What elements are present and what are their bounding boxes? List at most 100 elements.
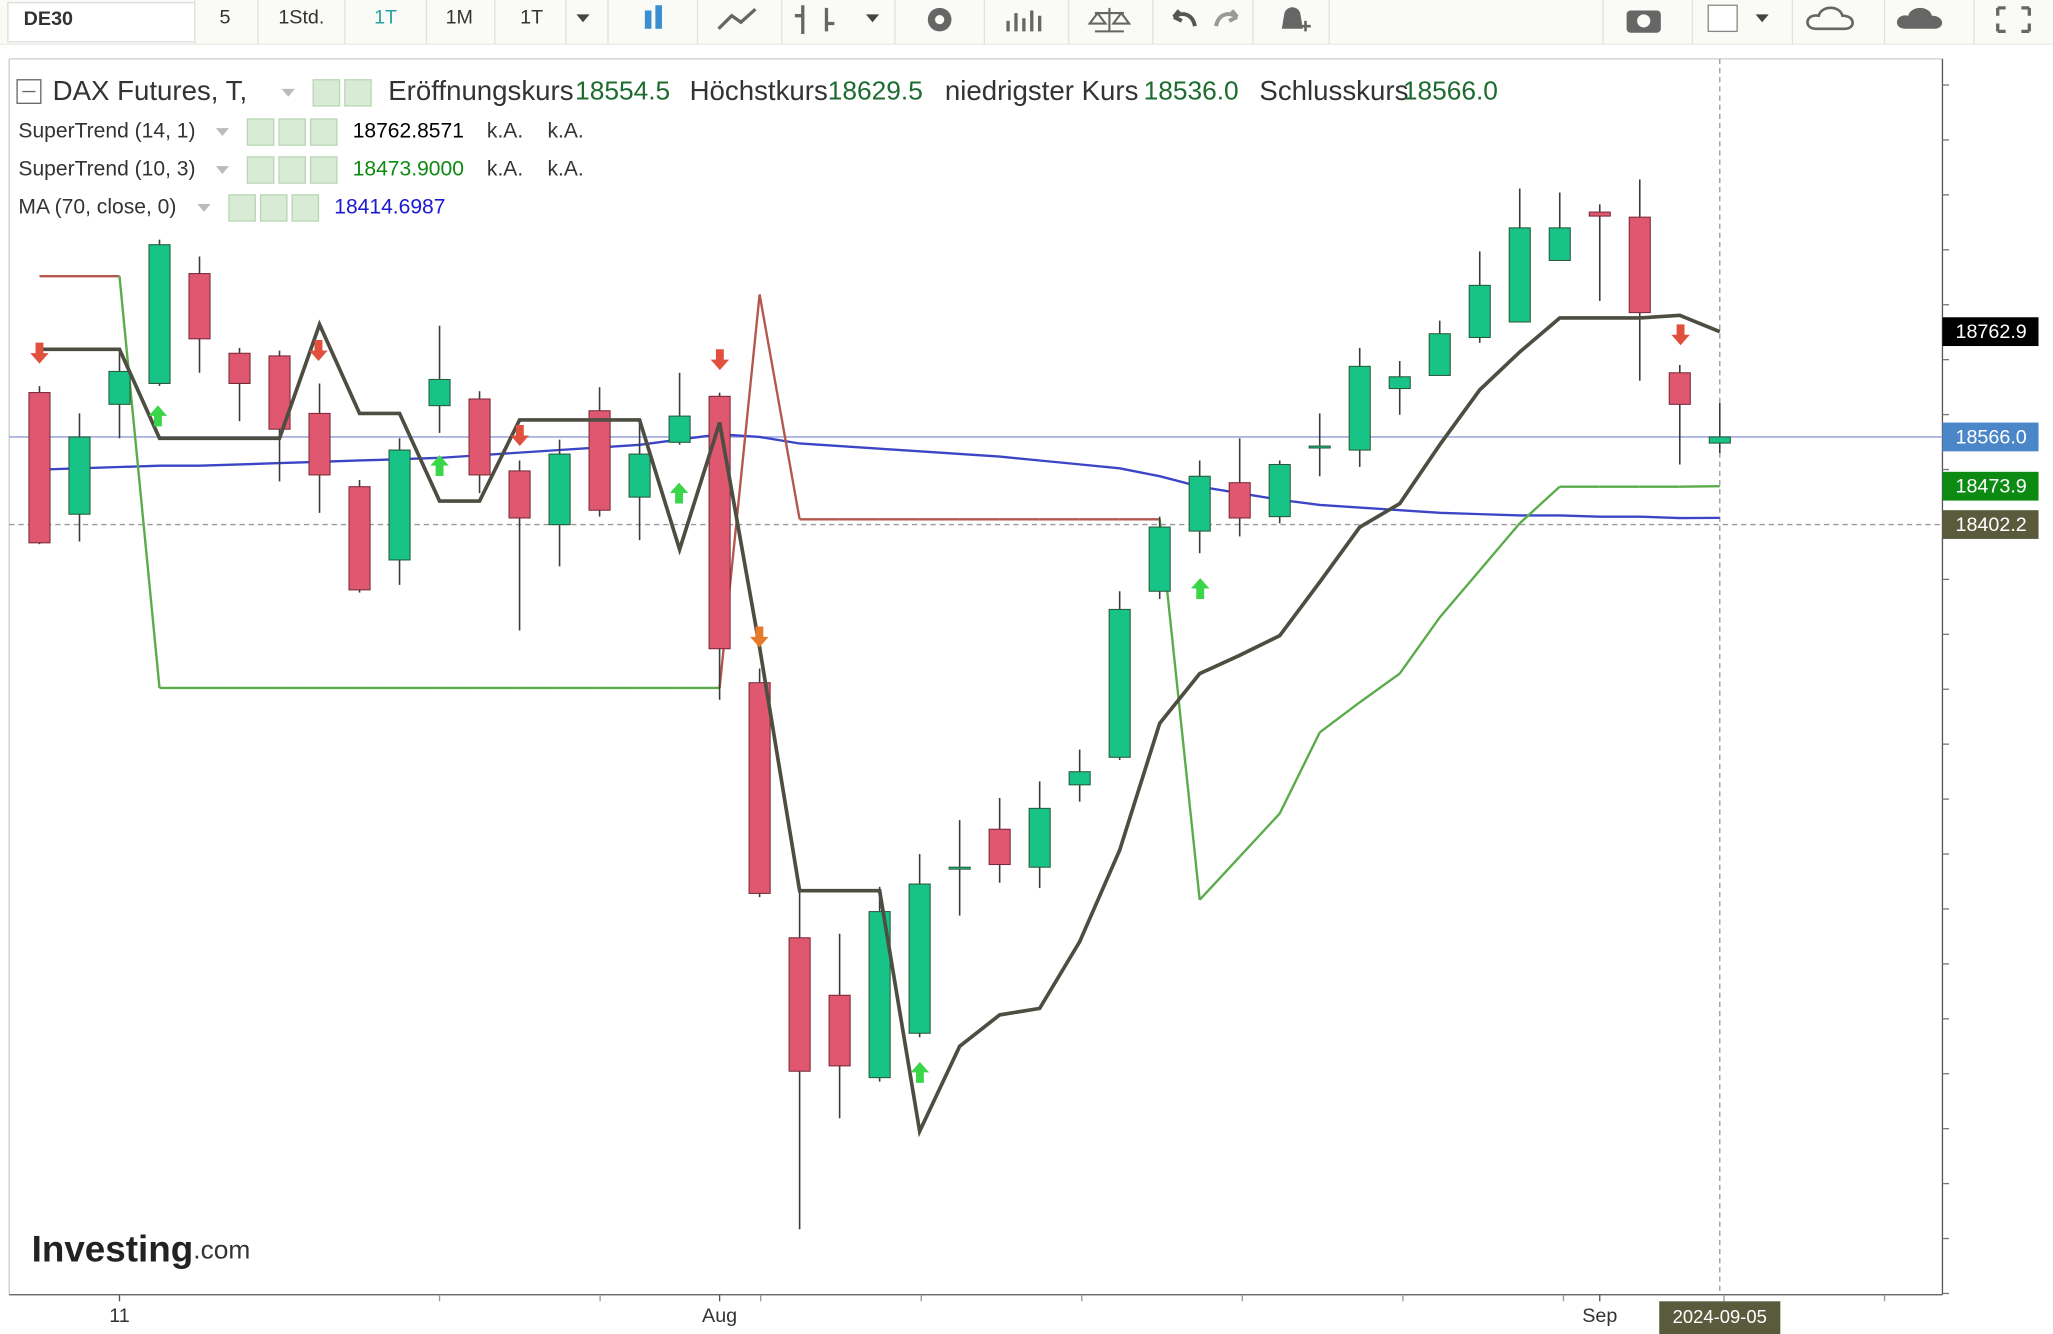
candle-body (1228, 482, 1251, 519)
interval-button[interactable]: 1M (446, 7, 473, 29)
candle-body (908, 883, 931, 1034)
legend-value: 18629.5 (828, 76, 923, 106)
candle-body (1668, 372, 1691, 405)
settings-icon[interactable] (259, 194, 288, 222)
dropdown-icon[interactable] (281, 88, 295, 97)
indicator-extra: k.A. (547, 120, 583, 143)
interval-button[interactable]: 5 (220, 7, 231, 29)
candle-body (348, 486, 371, 591)
candle-body (1028, 807, 1051, 868)
toolbar-separators (194, 0, 1975, 45)
remove-icon[interactable] (291, 194, 320, 222)
indicator-line-segment (118, 276, 161, 689)
candle-body (668, 415, 691, 443)
crosshair-y-label-bg (1942, 510, 2039, 539)
candle-body (1388, 376, 1411, 390)
indicator-line-segment (1238, 812, 1281, 858)
indicator-line-segment (1198, 855, 1241, 901)
x-tick-label: 11 (109, 1305, 129, 1327)
legend-value: 18554.5 (575, 76, 670, 106)
settings-icon[interactable] (344, 79, 372, 107)
indicator-line-segment (1398, 616, 1441, 675)
chart-background (0, 44, 2053, 1334)
legend-value: 18566.0 (1403, 76, 1498, 106)
indicator-extra: k.A. (487, 158, 523, 181)
x-tick-label: Sep (1582, 1305, 1617, 1327)
logo-brand: Investing (32, 1228, 194, 1269)
remove-icon[interactable] (309, 118, 338, 146)
indicator-line-segment (1438, 569, 1481, 619)
candle-body (28, 392, 51, 544)
signal-arrow (148, 405, 168, 427)
x-tick-label: Aug (702, 1305, 737, 1327)
candle-body (748, 682, 771, 894)
signal-arrow (750, 626, 769, 648)
price-label: 18566.0 (1956, 427, 2027, 449)
indicator-line (39, 313, 1721, 1138)
indicator-extra: k.A. (487, 120, 523, 143)
symbol-input[interactable] (7, 1, 196, 43)
candle-body (508, 470, 531, 519)
indicator-line-segment (758, 294, 801, 520)
crosshair-x-label-bg (1659, 1301, 1781, 1334)
candle-body (1468, 284, 1491, 339)
candle-body (1268, 463, 1291, 518)
indicator-value: 18762.8571 (353, 120, 464, 143)
indicator-value: 18414.6987 (334, 196, 445, 219)
price-label-bg (1942, 422, 2039, 452)
eye-icon[interactable] (312, 79, 341, 107)
candle-body (268, 355, 291, 430)
remove-icon[interactable] (309, 156, 338, 184)
price-label-bg (1942, 471, 2039, 501)
toolbar-icons[interactable] (576, 4, 2031, 35)
logo: Investing.com (32, 1228, 251, 1269)
price-label-bg (1942, 317, 2039, 347)
candle-body (708, 395, 731, 650)
indicator-line-segment (1518, 485, 1561, 525)
crosshair-x-label: 2024-09-05 (1673, 1306, 1767, 1327)
candle-body (548, 453, 571, 526)
candle-body (228, 352, 251, 384)
signal-arrow (710, 349, 730, 371)
candle-body (948, 866, 971, 870)
indicator-value: 18473.9000 (353, 158, 464, 181)
indicator-name: SuperTrend (14, 1) (18, 120, 195, 143)
candle-body (788, 937, 811, 1072)
candle-body (1628, 216, 1651, 314)
candle-body (1348, 365, 1371, 451)
candle-body (388, 449, 411, 561)
settings-icon[interactable] (278, 118, 306, 146)
legend-label: Eröffnungskurs (388, 75, 573, 106)
eye-icon[interactable] (246, 118, 275, 146)
indicator-line-segment (1359, 672, 1401, 704)
settings-icon[interactable] (278, 156, 306, 184)
price-label: 18762.9 (1956, 321, 2027, 343)
candle-body (1188, 475, 1211, 532)
legend-label: niedrigster Kurs (945, 75, 1139, 106)
interval-button[interactable]: 1Std. (278, 7, 324, 29)
legend-title: DAX Futures, T, (53, 75, 248, 106)
candle-body (308, 412, 331, 476)
signal-arrow (510, 425, 530, 446)
dropdown-icon[interactable] (215, 128, 229, 137)
legend-label: Höchstkurs (690, 75, 828, 106)
legend-label: Schlusskurs (1259, 75, 1408, 106)
signal-arrow (30, 342, 49, 364)
dropdown-icon[interactable] (197, 204, 211, 212)
eye-icon[interactable] (246, 156, 275, 184)
candle-body (868, 911, 891, 1079)
candle-body (68, 436, 91, 515)
eye-icon[interactable] (228, 194, 256, 222)
candle-body (148, 244, 171, 384)
interval-button-active[interactable]: 1T (374, 7, 397, 29)
logo-suffix: .com (193, 1235, 250, 1265)
candle-body (428, 378, 451, 407)
signal-arrow (309, 340, 328, 361)
dropdown-icon[interactable] (215, 166, 229, 174)
interval-button[interactable]: 1T (520, 7, 543, 29)
signal-arrow (430, 455, 449, 477)
candle-body (828, 994, 851, 1067)
indicator-extra: k.A. (547, 158, 583, 181)
candle-body (988, 828, 1011, 866)
candle-body (1588, 211, 1611, 217)
